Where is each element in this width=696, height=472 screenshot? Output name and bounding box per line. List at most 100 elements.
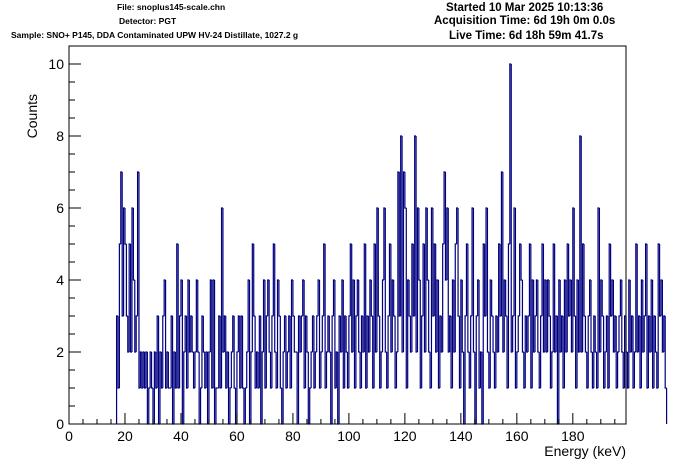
y-tick-label: 8 bbox=[56, 128, 64, 144]
histogram-bin bbox=[271, 315, 274, 388]
histogram-bin bbox=[470, 315, 473, 388]
histogram-bin bbox=[148, 387, 151, 424]
histogram-bin bbox=[314, 351, 317, 388]
histogram-bin bbox=[202, 316, 205, 353]
histogram-bin bbox=[395, 351, 398, 388]
histogram-bin bbox=[125, 244, 128, 317]
histogram-bin bbox=[540, 315, 543, 388]
histogram-bin bbox=[325, 351, 328, 388]
x-tick-label: 180 bbox=[561, 428, 585, 444]
y-tick-label: 4 bbox=[56, 272, 64, 288]
histogram-bin bbox=[601, 280, 604, 317]
histogram-bin bbox=[584, 316, 587, 353]
histogram-bin bbox=[261, 351, 264, 424]
histogram-bin bbox=[517, 315, 520, 352]
histogram-bin bbox=[643, 315, 646, 352]
x-axis-title: Energy (keV) bbox=[544, 443, 626, 459]
sample-label: Sample: SNO+ P145, DDA Contaminated UPW … bbox=[11, 30, 299, 40]
histogram-bin bbox=[464, 315, 467, 424]
histogram-bin bbox=[387, 315, 390, 388]
histogram-bin bbox=[618, 315, 621, 352]
histogram-bin bbox=[408, 280, 411, 317]
histogram-bin bbox=[348, 315, 351, 388]
plot-frame bbox=[68, 45, 627, 425]
histogram-bin bbox=[178, 315, 181, 388]
histogram-bin bbox=[461, 280, 464, 353]
histogram-bin bbox=[241, 316, 244, 389]
histogram-bin bbox=[520, 244, 523, 281]
histogram-bin bbox=[426, 208, 429, 281]
y-tick-label: 2 bbox=[56, 344, 64, 360]
histogram-bin bbox=[135, 315, 138, 352]
histogram-bin bbox=[617, 351, 619, 388]
histogram-bin bbox=[306, 316, 309, 353]
histogram-bin bbox=[253, 244, 256, 317]
x-tick-label: 80 bbox=[285, 428, 301, 444]
histogram-bin bbox=[278, 280, 281, 317]
histogram-bin bbox=[590, 280, 593, 353]
histogram-bin bbox=[486, 208, 489, 353]
histogram-bin bbox=[286, 351, 289, 388]
histogram-bin bbox=[442, 243, 445, 352]
histogram-bin bbox=[454, 243, 457, 352]
histogram-bin bbox=[534, 315, 537, 352]
histogram-bin bbox=[282, 351, 285, 424]
histogram-bin bbox=[510, 64, 513, 353]
histogram-bin bbox=[548, 280, 551, 317]
y-axis: 0 2 4 6 8 10 bbox=[48, 45, 81, 432]
histogram-bin bbox=[191, 316, 194, 353]
x-tick-label: 100 bbox=[337, 428, 361, 444]
histogram-bin bbox=[381, 279, 384, 352]
histogram-bin bbox=[633, 351, 636, 388]
histogram-bin bbox=[516, 351, 519, 388]
histogram-bin bbox=[150, 352, 153, 389]
histogram-bin bbox=[328, 316, 331, 353]
histogram-bin bbox=[230, 351, 233, 388]
histogram-bin bbox=[310, 351, 313, 388]
histogram-bin bbox=[377, 208, 380, 317]
histogram-bin bbox=[664, 316, 667, 389]
x-tick-label: 0 bbox=[65, 428, 73, 444]
histogram-bin bbox=[358, 280, 361, 353]
histogram-bin bbox=[274, 244, 277, 353]
x-tick-label: 20 bbox=[117, 428, 133, 444]
histogram-bin bbox=[293, 316, 296, 353]
histogram-bin bbox=[199, 387, 202, 424]
histogram-bin bbox=[428, 280, 431, 353]
histogram-bin bbox=[265, 315, 268, 388]
histogram-bin bbox=[268, 280, 271, 353]
histogram-bin bbox=[404, 172, 407, 209]
histogram-bin bbox=[215, 387, 218, 424]
histogram-bin bbox=[345, 316, 348, 353]
histogram-layer bbox=[115, 63, 668, 425]
y-tick-label: 0 bbox=[56, 416, 64, 432]
histogram-bin bbox=[492, 316, 495, 353]
x-tick-label: 40 bbox=[173, 428, 189, 444]
histogram-bin bbox=[472, 208, 475, 353]
histogram-bin bbox=[467, 244, 470, 353]
x-tick-label: 60 bbox=[229, 428, 245, 444]
histogram-bin bbox=[573, 208, 576, 317]
histogram-bin bbox=[475, 315, 478, 424]
file-label: File: snoplus145-scale.chn bbox=[117, 2, 226, 12]
y-tick-label: 10 bbox=[48, 56, 64, 72]
histogram-bin bbox=[521, 280, 524, 353]
histogram-bin bbox=[507, 243, 510, 388]
histogram-bin bbox=[384, 208, 387, 353]
histogram-bin bbox=[380, 351, 383, 388]
histogram-bin bbox=[621, 280, 624, 353]
histogram-bin bbox=[331, 315, 334, 424]
histogram-bin bbox=[309, 387, 312, 424]
histogram-bin bbox=[167, 352, 170, 389]
histogram-bin bbox=[162, 315, 165, 388]
histogram-bin bbox=[194, 351, 197, 388]
live-time-label: Live Time: 6d 18h 59m 41.7s bbox=[449, 30, 604, 42]
histogram-bin bbox=[250, 351, 253, 424]
y-tick-label: 6 bbox=[56, 200, 64, 216]
x-tick-label: 160 bbox=[505, 428, 529, 444]
histogram-bin bbox=[244, 387, 247, 424]
histogram-bin bbox=[537, 280, 540, 353]
histogram-bin bbox=[418, 208, 421, 281]
histogram-bin bbox=[208, 351, 211, 424]
